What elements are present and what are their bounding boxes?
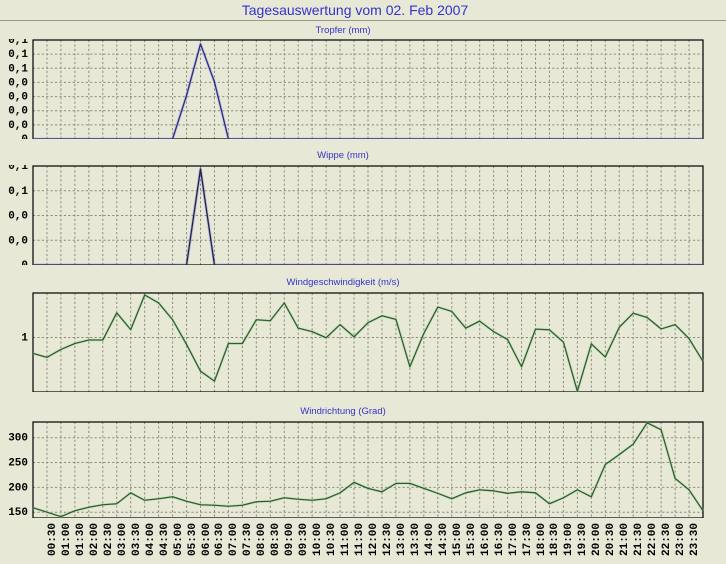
- svg-text:200: 200: [8, 482, 28, 494]
- svg-text:0,0: 0,0: [8, 77, 28, 89]
- svg-text:0,0: 0,0: [8, 120, 28, 132]
- svg-text:0,1: 0,1: [8, 186, 28, 198]
- svg-text:0,1: 0,1: [8, 165, 28, 173]
- svg-text:0: 0: [21, 260, 28, 265]
- svg-text:1: 1: [21, 332, 28, 344]
- svg-text:0,1: 0,1: [8, 49, 28, 61]
- svg-text:0,1: 0,1: [8, 63, 28, 75]
- svg-text:0,0: 0,0: [8, 235, 28, 247]
- svg-text:0,0: 0,0: [8, 106, 28, 118]
- svg-text:250: 250: [8, 458, 28, 470]
- svg-text:300: 300: [8, 433, 28, 445]
- svg-text:0,0: 0,0: [8, 92, 28, 104]
- svg-text:0,0: 0,0: [8, 211, 28, 223]
- svg-text:0: 0: [21, 134, 28, 139]
- svg-text:150: 150: [8, 507, 28, 518]
- svg-text:0,1: 0,1: [8, 39, 28, 47]
